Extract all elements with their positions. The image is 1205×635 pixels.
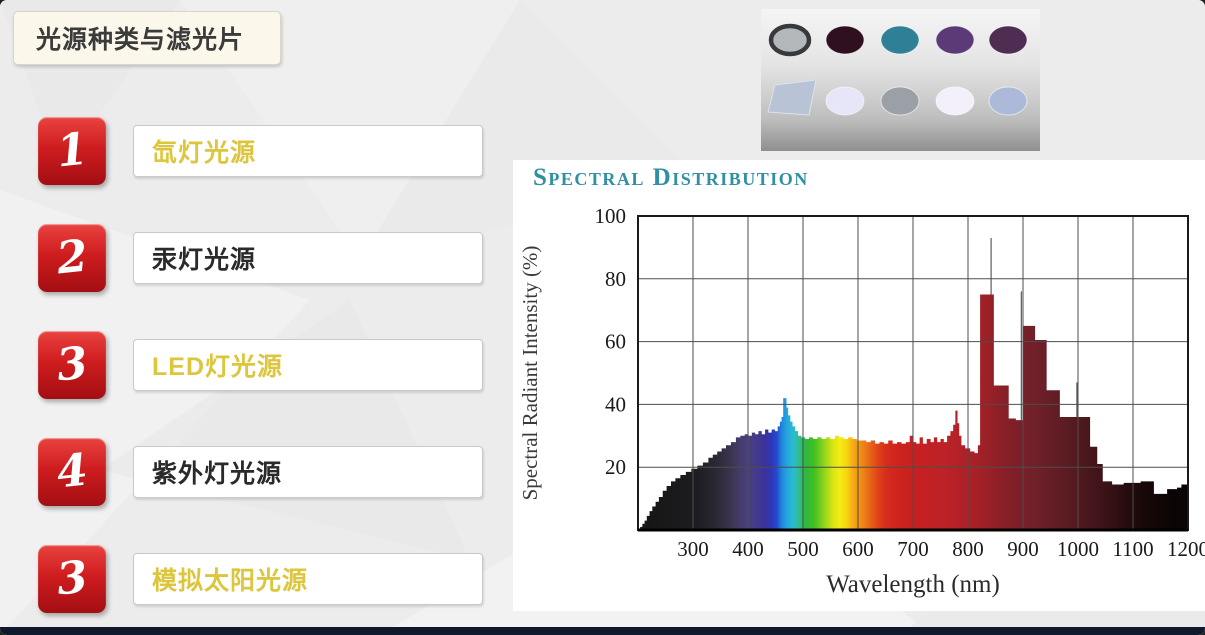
number-badge: 3 [38, 545, 106, 613]
periwinkle-filter-icon [988, 86, 1028, 116]
gray-lens-dark-rim-icon [768, 23, 812, 57]
filters-photo-panel [761, 9, 1040, 151]
light-source-label: 氙灯光源 [152, 139, 257, 167]
y-tick-label: 60 [605, 330, 626, 354]
light-source-label: 汞灯光源 [152, 246, 257, 274]
list-item-2: 2 汞灯光源 [38, 224, 488, 292]
badge-number: 3 [54, 337, 90, 392]
plum-filter-icon [988, 25, 1028, 55]
x-tick-label: 300 [677, 537, 709, 561]
light-source-label-box: 氙灯光源 [133, 125, 483, 177]
light-source-label-box: LED灯光源 [133, 339, 483, 391]
light-source-label-box: 紫外灯光源 [133, 446, 483, 498]
number-badge: 1 [38, 117, 106, 185]
y-tick-label: 40 [605, 392, 626, 416]
x-tick-label: 1200 [1167, 537, 1205, 561]
square-glass-plate-icon [767, 79, 817, 116]
y-tick-label: 100 [595, 204, 627, 228]
x-tick-label: 500 [787, 537, 819, 561]
light-source-label-box: 汞灯光源 [133, 232, 483, 284]
list-item-1: 1 氙灯光源 [38, 117, 488, 185]
x-tick-label: 800 [952, 537, 984, 561]
y-tick-label: 80 [605, 267, 626, 291]
x-tick-label: 600 [842, 537, 874, 561]
light-source-label-box: 模拟太阳光源 [133, 553, 483, 605]
spectral-chart-panel: Spectral Distribution 300 400 500 600 700 800… [513, 160, 1205, 611]
light-source-label: LED灯光源 [152, 353, 284, 381]
number-badge: 3 [38, 331, 106, 399]
footer-bar [0, 627, 1205, 635]
x-tick-label: 900 [1007, 537, 1039, 561]
list-item-5: 3 模拟太阳光源 [38, 545, 488, 613]
chart-title: Spectral Distribution [533, 164, 809, 191]
spectrum-area [638, 294, 1188, 530]
light-source-label: 模拟太阳光源 [152, 567, 309, 595]
gray-filter-icon [880, 86, 920, 116]
x-tick-label: 1000 [1057, 537, 1099, 561]
x-tick-label: 400 [732, 537, 764, 561]
list-item-4: 4 紫外灯光源 [38, 438, 488, 506]
spectral-chart: 300 400 500 600 700 800 900 1000 1100 1200 20 40 60 8… [513, 160, 1205, 616]
x-tick-label: 700 [897, 537, 929, 561]
badge-number: 3 [54, 551, 90, 606]
badge-number: 2 [54, 230, 90, 285]
slide-title: 光源种类与滤光片 [36, 26, 245, 54]
teal-filter-icon [880, 25, 920, 55]
badge-number: 1 [54, 123, 90, 178]
light-source-label: 紫外灯光源 [152, 460, 283, 488]
number-badge: 2 [38, 224, 106, 292]
pale-lavender-filter-icon [825, 86, 865, 116]
spectral-chart-svg: 300 400 500 600 700 800 900 1000 1100 1200 20 40 60 8… [518, 204, 1205, 598]
number-badge: 4 [38, 438, 106, 506]
white-filter-icon [935, 86, 975, 116]
badge-number: 4 [54, 444, 90, 499]
slide-title-box: 光源种类与滤光片 [13, 11, 281, 65]
y-axis-label: Spectral Radiant Intensity (%) [518, 246, 542, 501]
dark-maroon-filter-icon [825, 25, 865, 55]
purple-filter-icon [935, 25, 975, 55]
y-tick-label: 20 [605, 455, 626, 479]
list-item-3: 3 LED灯光源 [38, 331, 488, 399]
x-axis-label: Wavelength (nm) [826, 571, 1000, 598]
x-tick-label: 1100 [1112, 537, 1153, 561]
